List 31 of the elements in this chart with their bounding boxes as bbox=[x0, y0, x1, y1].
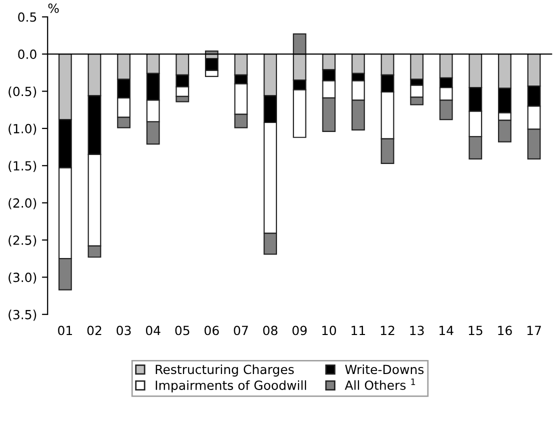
y-tick-label: 0.5 bbox=[18, 12, 36, 22]
x-tick-label: 01 bbox=[58, 326, 72, 336]
x-tick-label: 06 bbox=[204, 326, 219, 336]
legend-label: Impairments of Goodwill bbox=[156, 380, 306, 392]
legend-label: All Others $^{1}$ bbox=[344, 378, 416, 390]
legend-label: Write-Downs bbox=[345, 364, 424, 374]
x-tick-label: 02 bbox=[87, 326, 102, 336]
y-tick-label: (1.5) bbox=[8, 160, 36, 172]
y-axis-title: % bbox=[48, 4, 59, 13]
x-tick-label: 09 bbox=[292, 326, 307, 336]
y-tick-label: (0.5) bbox=[8, 86, 36, 98]
x-tick-label: 12 bbox=[380, 326, 394, 335]
x-tick-label: 17 bbox=[527, 326, 541, 335]
x-tick-label: 13 bbox=[410, 326, 424, 336]
y-tick-label: (3.0) bbox=[8, 272, 36, 284]
y-tick-label: 0.0 bbox=[18, 50, 36, 59]
y-tick-label: (1.0) bbox=[8, 124, 36, 135]
y-tick-label: (2.0) bbox=[8, 198, 36, 210]
x-tick-label: 03 bbox=[116, 326, 131, 336]
x-tick-label: 07 bbox=[234, 326, 248, 336]
x-tick-label: 10 bbox=[322, 326, 336, 336]
x-tick-label: 16 bbox=[498, 326, 512, 336]
x-tick-label: 05 bbox=[175, 326, 190, 336]
y-tick-label: (3.5) bbox=[8, 310, 36, 321]
x-tick-label: 11 bbox=[352, 326, 366, 335]
x-tick-label: 04 bbox=[146, 326, 160, 336]
y-tick-label: (2.5) bbox=[8, 235, 36, 246]
x-tick-label: 08 bbox=[263, 326, 278, 336]
x-tick-label: 15 bbox=[468, 326, 482, 336]
legend-label: Restructuring Charges bbox=[156, 364, 294, 377]
x-tick-label: 14 bbox=[440, 326, 454, 335]
